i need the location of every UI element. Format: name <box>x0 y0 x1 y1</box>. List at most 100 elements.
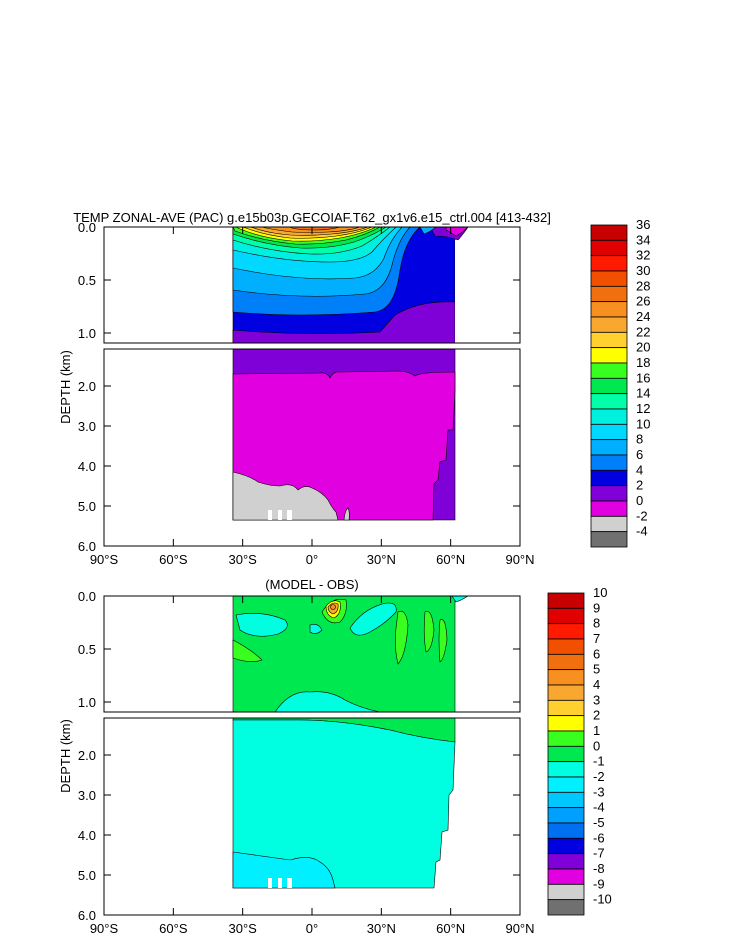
bottom-ticks: 0.0 0.5 1.0 2.0 3.0 4.0 5.0 6.090°S 60°S 30°S 0° 30… <box>78 589 535 936</box>
bottom-xtick-label-4: 30°N <box>367 921 396 936</box>
top-ticks: 0.0 0.5 1.0 2.0 3.0 4.0 5.0 6.090°S 60°S 30°S 0° 30… <box>78 220 535 567</box>
top-xtick-label-0: 90°S <box>90 552 119 567</box>
colorbar-top-label-10: 16 <box>636 370 650 385</box>
top-ytick-label-upper-2: 1.0 <box>78 326 96 341</box>
colorbar-top-swatch-6 <box>590 316 628 333</box>
colorbar-top-swatch-18 <box>590 500 628 517</box>
top-ytick-label-lower-2: 4.0 <box>78 459 96 474</box>
colorbar-bottom-swatch-1 <box>547 607 585 625</box>
bot-field-deep-bottom <box>232 851 336 889</box>
top-ytick-label-lower-4: 6.0 <box>78 539 96 554</box>
bottom-ytick-label-lower-0: 2.0 <box>78 748 96 763</box>
bottom-xtick-label-0: 90°S <box>90 921 119 936</box>
top-xtick-label-3: 0° <box>306 552 318 567</box>
bottom-title: (MODEL - OBS) <box>265 577 358 592</box>
bot-field-pos-2 <box>395 611 409 665</box>
colorbar-bottom-swatch-8 <box>547 715 585 732</box>
colorbar-bottom-swatch-0 <box>547 592 585 609</box>
colorbar-top-label-8: 20 <box>636 340 650 355</box>
colorbar-top-swatch-0 <box>590 224 628 241</box>
colorbar-bottom-swatch-3 <box>547 638 585 655</box>
bot-field-neg-patch2 <box>349 602 397 636</box>
top-xtick-label-6: 90°N <box>505 552 534 567</box>
top-ytick-label-lower-0: 2.0 <box>78 379 96 394</box>
colorbar-bottom-swatch-14 <box>547 807 585 824</box>
top-xtick-label-2: 30°S <box>228 552 257 567</box>
bottom-ytick-label-lower-4: 6.0 <box>78 908 96 923</box>
top-ytick-label-lower-1: 3.0 <box>78 419 96 434</box>
colorbar-top-label-13: 10 <box>636 416 650 431</box>
colorbar-bottom-swatch-15 <box>547 822 585 839</box>
colorbar-bottom-swatch-7 <box>547 699 585 717</box>
top-field-band-2to4 <box>232 301 456 343</box>
colorbar-bottom-swatch-17 <box>547 853 585 870</box>
bot-field-notch-3 <box>287 878 292 888</box>
colorbar-top-swatch-14 <box>590 439 628 456</box>
bot-field-neg-patch1 <box>235 613 288 637</box>
colorbar-top-swatch-19 <box>590 515 628 533</box>
top-field-notch-2 <box>278 510 282 520</box>
colorbar-top-label-15: 6 <box>636 447 643 462</box>
colorbar-bottom-label-15: -5 <box>593 815 605 830</box>
colorbar-bottom-label-7: 3 <box>593 692 600 707</box>
colorbar-bottom-swatch-6 <box>547 684 585 701</box>
colorbar-bottom-label-8: 2 <box>593 708 600 723</box>
colorbar-bottom-swatch-16 <box>547 837 585 855</box>
colorbar-top-swatch-5 <box>590 301 628 318</box>
colorbar-bottom-label-20: -10 <box>593 892 612 907</box>
top-field-deep-0to2 <box>232 370 456 521</box>
colorbar-top-swatch-2 <box>590 255 628 272</box>
colorbar-top-swatch-15 <box>590 454 628 471</box>
top-lower-field <box>232 349 456 521</box>
colorbar-top-swatch-4 <box>590 285 628 303</box>
bot-field-pos-3 <box>423 611 435 653</box>
colorbar-bottom-label-1: 9 <box>593 600 600 615</box>
top-xtick-label-4: 30°N <box>367 552 396 567</box>
colorbar-bottom-swatch-9 <box>547 730 585 747</box>
bot-field-pos-1 <box>232 639 263 662</box>
colorbar-top-label-7: 22 <box>636 324 650 339</box>
colorbar-top-label-5: 26 <box>636 294 650 309</box>
bottom-ytick-label-lower-1: 3.0 <box>78 788 96 803</box>
colorbar-top-label-14: 8 <box>636 432 643 447</box>
colorbar-top-label-11: 14 <box>636 386 650 401</box>
colorbar-bottom-label-6: 4 <box>593 677 600 692</box>
top-ytick-label-lower-3: 5.0 <box>78 499 96 514</box>
bot-field-neg-lower <box>274 691 381 712</box>
top-field-band-28to30 <box>289 227 341 231</box>
colorbar-bottom-label-19: -9 <box>593 876 605 891</box>
colorbar-bottom-label-0: 10 <box>593 585 607 600</box>
colorbar-bottom-label-9: 1 <box>593 723 600 738</box>
colorbar-top-label-3: 30 <box>636 263 650 278</box>
colorbar-bottom-label-14: -4 <box>593 800 605 815</box>
bottom-ytick-label-lower-3: 5.0 <box>78 868 96 883</box>
colorbar-bottom-swatch-19 <box>547 883 585 901</box>
top-field-land-strip <box>455 240 520 343</box>
colorbar-bottom-label-16: -6 <box>593 830 605 845</box>
colorbar-top-label-18: 0 <box>636 493 643 508</box>
colorbar-top-label-0: 36 <box>636 217 650 232</box>
colorbar-bottom-swatch-5 <box>547 669 585 686</box>
top-field-bottom-neg <box>232 471 339 521</box>
colorbar-top-label-17: 2 <box>636 478 643 493</box>
colorbar-bottom-swatch-20 <box>547 899 585 916</box>
top-field-notch-1 <box>268 510 272 520</box>
colorbar-bottom-label-2: 8 <box>593 616 600 631</box>
colorbar-top-label-2: 32 <box>636 248 650 263</box>
colorbar-bottom-swatch-11 <box>547 761 585 778</box>
bottom-ylabel: DEPTH (km) <box>58 719 73 793</box>
colorbar-bottom-label-18: -8 <box>593 861 605 876</box>
colorbar-top-label-4: 28 <box>636 278 650 293</box>
top-xtick-label-5: 60°N <box>436 552 465 567</box>
bottom-panel: (MODEL - OBS) <box>58 577 535 936</box>
colorbar-top-label-12: 12 <box>636 401 650 416</box>
bottom-ytick-label-upper-0: 0.0 <box>78 589 96 604</box>
colorbar-bottom-label-10: 0 <box>593 738 600 753</box>
colorbar-bottom-swatch-4 <box>547 653 585 671</box>
colorbar-top-swatch-20 <box>590 531 628 548</box>
bot-field-pos-4 <box>438 619 448 663</box>
bottom-xtick-label-6: 90°N <box>505 921 534 936</box>
